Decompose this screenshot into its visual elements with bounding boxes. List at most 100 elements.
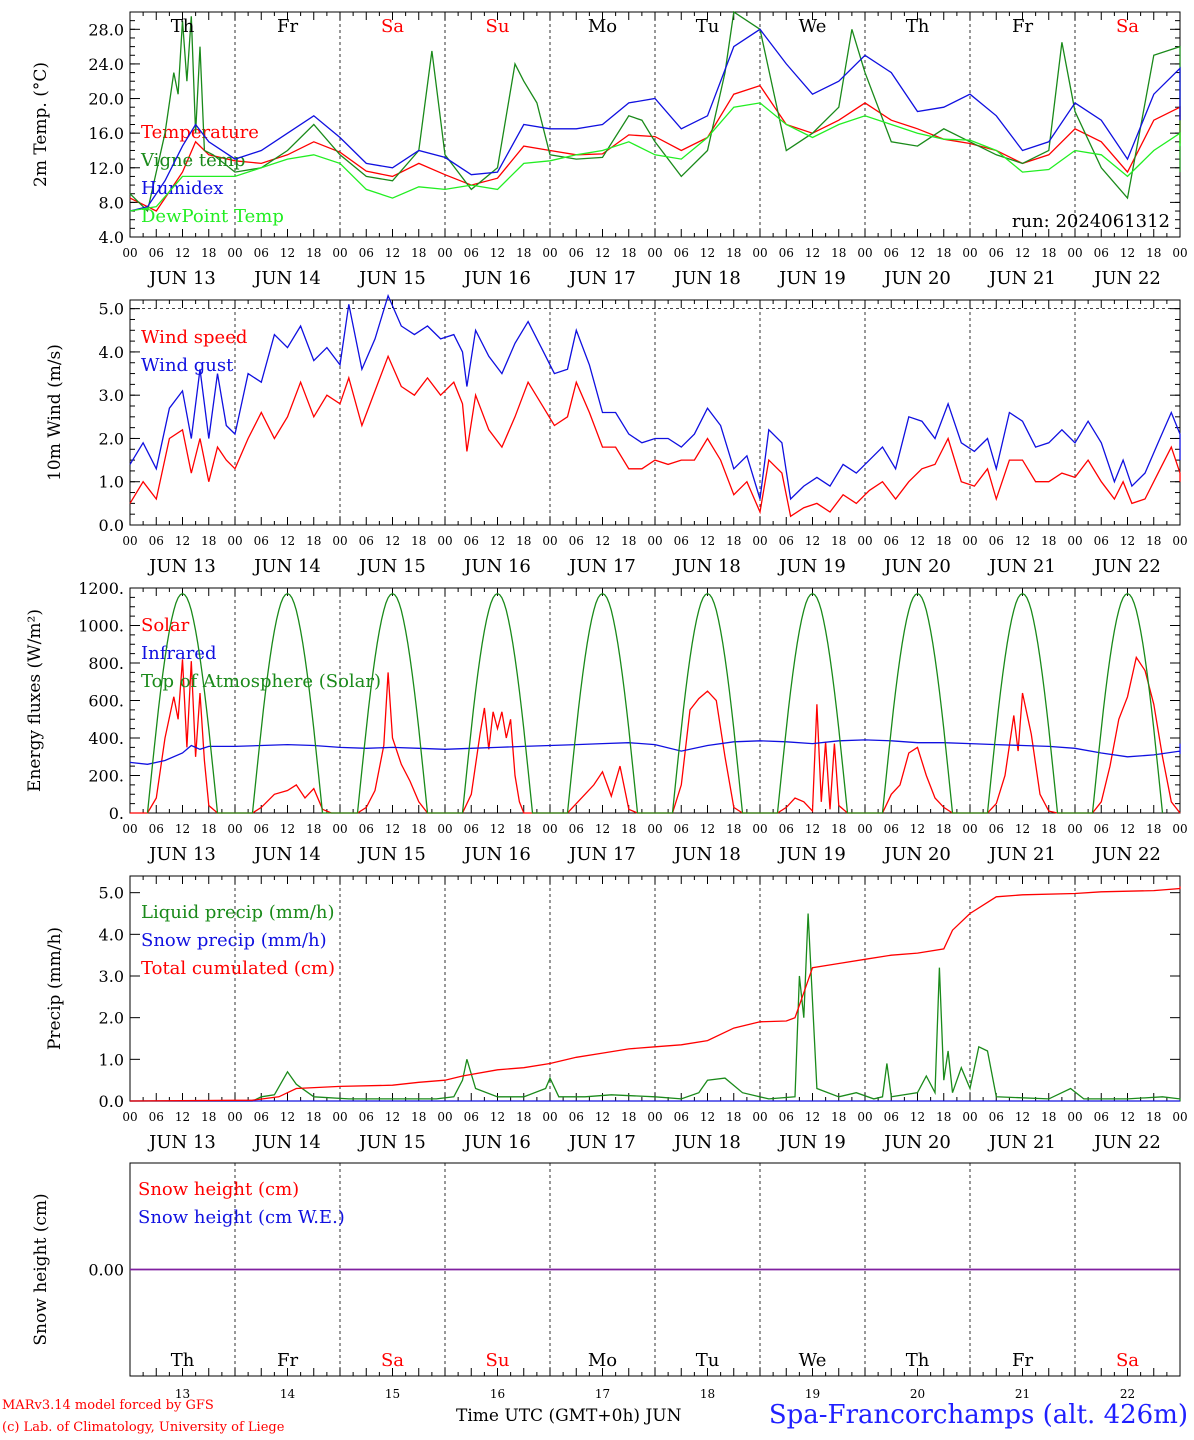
date-label: JUN 20 [882,556,951,577]
date-label: JUN 16 [462,556,531,577]
hour-tick-label: 18 [306,1110,321,1124]
hour-tick-label: 18 [621,246,636,260]
y-tick-label: 12.0 [88,159,124,178]
hour-tick-label: 00 [332,246,347,260]
hour-tick-label: 00 [1067,822,1082,836]
hour-tick-label: 00 [437,534,452,548]
hour-tick-label: 00 [227,822,242,836]
hour-tick-label: 12 [385,246,400,260]
hour-tick-label: 00 [437,1110,452,1124]
y-tick-label: 0.00 [88,1261,124,1280]
hour-tick-label: 18 [726,822,741,836]
hour-tick-label: 18 [201,1110,216,1124]
hour-tick-label: 00 [857,822,872,836]
hour-tick-label: 18 [201,246,216,260]
date-label: JUN 17 [567,1132,636,1153]
hour-tick-label: 18 [831,1110,846,1124]
date-label: JUN 13 [147,268,216,289]
hour-tick-label: 00 [962,1110,977,1124]
hour-tick-label: 06 [1094,1110,1109,1124]
hour-tick-label: 18 [726,1110,741,1124]
hour-tick-label: 18 [1041,534,1056,548]
y-axis-title: Snow height (cm) [31,1193,51,1345]
hour-tick-label: 06 [569,1110,584,1124]
hour-tick-label: 12 [1015,1110,1030,1124]
date-label: JUN 17 [567,556,636,577]
day-number-label: 22 [1120,1387,1135,1401]
hour-tick-label: 00 [332,534,347,548]
hour-tick-label: 12 [805,534,820,548]
hour-tick-label: 06 [884,534,899,548]
hour-tick-label: 18 [1146,1110,1161,1124]
hour-tick-label: 12 [385,822,400,836]
hour-tick-label: 06 [149,534,164,548]
day-number-label: 21 [1015,1387,1030,1401]
hour-tick-label: 18 [201,822,216,836]
day-abbr: Th [906,16,930,37]
hour-tick-label: 12 [805,246,820,260]
series-line [129,354,1181,518]
y-tick-label: 0.0 [99,1092,124,1111]
y-tick-label: 4.0 [99,925,124,944]
date-label: JUN 17 [567,844,636,865]
legend-entry: Total cumulated (cm) [141,958,335,979]
day-number-label: 15 [385,1387,400,1401]
hour-tick-label: 00 [437,822,452,836]
legend-entry: Wind gust [141,355,234,376]
date-label: JUN 16 [462,844,531,865]
hour-tick-label: 18 [936,534,951,548]
run-label: run: 2024061312 [1012,211,1170,232]
hour-tick-label: 00 [752,822,767,836]
hour-tick-label: 00 [752,534,767,548]
series-line [146,592,1164,814]
legend-entry: Liquid precip (mm/h) [141,902,335,923]
date-label: JUN 14 [252,268,321,289]
hour-tick-label: 12 [280,822,295,836]
date-label: JUN 13 [147,556,216,577]
hour-tick-label: 00 [437,246,452,260]
date-label: JUN 18 [672,844,741,865]
hour-tick-label: 06 [1094,246,1109,260]
hour-tick-label: 18 [831,822,846,836]
hour-tick-label: 06 [1094,822,1109,836]
hour-tick-label: 12 [1015,534,1030,548]
hour-tick-label: 18 [516,246,531,260]
day-abbr: We [799,1350,827,1371]
hour-tick-label: 00 [227,246,242,260]
hour-tick-label: 18 [621,1110,636,1124]
day-number-label: 16 [490,1387,505,1401]
hour-tick-label: 06 [779,1110,794,1124]
hour-tick-label: 12 [910,822,925,836]
day-abbr: Mo [588,1350,617,1371]
hour-tick-label: 06 [254,822,269,836]
y-tick-label: 2.0 [99,1009,124,1028]
date-label: JUN 21 [987,268,1056,289]
hour-tick-label: 06 [779,534,794,548]
day-abbr: Su [486,16,510,37]
series-line [129,10,1181,213]
y-tick-label: 0. [109,804,124,823]
hour-tick-label: 12 [595,534,610,548]
date-label: JUN 15 [357,556,426,577]
hour-tick-label: 00 [1172,1110,1187,1124]
date-label: JUN 18 [672,1132,741,1153]
date-label: JUN 20 [882,1132,951,1153]
station-label: Spa-Francorchamps (alt. 426m) [768,1400,1188,1430]
plot-frame [129,11,1181,238]
day-number-label: 13 [175,1387,190,1401]
date-label: JUN 22 [1092,268,1161,289]
y-tick-label: 600. [88,692,124,711]
hour-tick-label: 06 [989,1110,1004,1124]
hour-tick-label: 00 [857,534,872,548]
hour-tick-label: 00 [542,534,557,548]
hour-tick-label: 12 [595,822,610,836]
legend-entry: Vigne temp [140,150,245,171]
y-axis-title: 2m Temp. (°C) [31,62,51,187]
hour-tick-label: 06 [149,246,164,260]
day-abbr: Fr [1012,16,1033,37]
legend-entry: Snow precip (mm/h) [141,930,327,951]
y-tick-label: 1.0 [99,1050,124,1069]
hour-tick-label: 06 [359,246,374,260]
hour-tick-label: 00 [752,246,767,260]
date-label: JUN 13 [147,1132,216,1153]
